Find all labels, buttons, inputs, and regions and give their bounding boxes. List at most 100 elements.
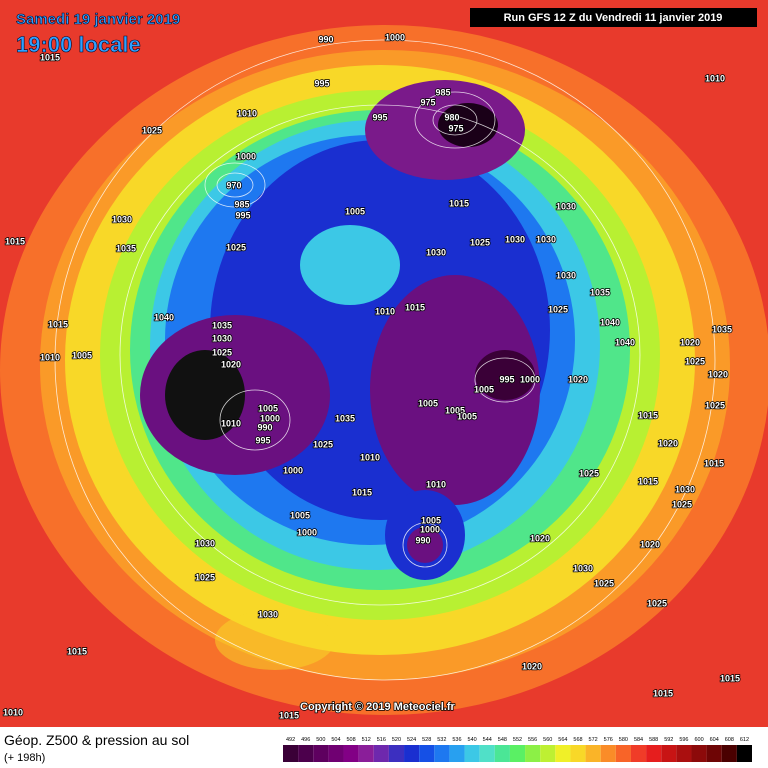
pressure-label: 1015 bbox=[40, 52, 60, 62]
pressure-label: 1000 bbox=[420, 524, 440, 534]
legend-level: 608 bbox=[725, 737, 734, 743]
pressure-label: 995 bbox=[255, 435, 270, 445]
legend-level: 540 bbox=[468, 737, 477, 743]
legend-level: 524 bbox=[407, 737, 416, 743]
pressure-label: 1020 bbox=[522, 661, 542, 671]
run-info: Run GFS 12 Z du Vendredi 11 janvier 2019 bbox=[504, 12, 723, 24]
pressure-label: 995 bbox=[372, 112, 387, 122]
legend-level: 500 bbox=[316, 737, 325, 743]
legend-swatch bbox=[358, 745, 374, 762]
pressure-label: 1005 bbox=[258, 403, 278, 413]
pressure-label: 1000 bbox=[520, 374, 540, 384]
pressure-label: 1015 bbox=[405, 302, 425, 312]
pressure-label: 1040 bbox=[615, 337, 635, 347]
copyright: Copyright © 2019 Meteociel.fr bbox=[300, 701, 456, 713]
legend-level: 516 bbox=[377, 737, 386, 743]
pressure-label: 970 bbox=[226, 180, 241, 190]
pressure-label: 1025 bbox=[195, 572, 215, 582]
map-background bbox=[0, 0, 768, 727]
legend-swatch bbox=[615, 745, 631, 762]
pressure-label: 1010 bbox=[40, 352, 60, 362]
pressure-label: 1030 bbox=[675, 484, 695, 494]
legend-swatch bbox=[706, 745, 722, 762]
pressure-label: 1010 bbox=[375, 306, 395, 316]
pressure-label: 1020 bbox=[221, 359, 241, 369]
run-box bbox=[470, 8, 757, 27]
pressure-label: 1005 bbox=[72, 350, 92, 360]
pressure-label: 1025 bbox=[705, 400, 725, 410]
legend-swatch bbox=[721, 745, 737, 762]
legend-swatch bbox=[388, 745, 405, 762]
pressure-label: 1030 bbox=[195, 538, 215, 548]
legend-swatch bbox=[555, 745, 571, 762]
pressure-label: 995 bbox=[235, 210, 250, 220]
pressure-label: 1025 bbox=[212, 347, 232, 357]
pressure-label: 1015 bbox=[638, 410, 658, 420]
legend-level: 580 bbox=[619, 737, 628, 743]
legend-level: 564 bbox=[558, 737, 567, 743]
legend-swatch bbox=[419, 745, 435, 762]
pressure-label: 1000 bbox=[260, 413, 280, 423]
legend-swatch bbox=[449, 745, 465, 762]
legend-swatch bbox=[585, 745, 601, 762]
legend-level: 552 bbox=[513, 737, 522, 743]
pressure-label: 1025 bbox=[672, 499, 692, 509]
legend-swatch bbox=[313, 745, 329, 762]
legend-level: 496 bbox=[301, 737, 310, 743]
pressure-label: 1025 bbox=[548, 304, 568, 314]
legend-swatch bbox=[509, 745, 526, 762]
legend-swatch bbox=[298, 745, 314, 762]
legend-level: 532 bbox=[437, 737, 446, 743]
pressure-label: 1025 bbox=[313, 439, 333, 449]
legend-level: 544 bbox=[483, 737, 492, 743]
legend-swatch bbox=[525, 745, 541, 762]
pressure-label: 1000 bbox=[297, 527, 317, 537]
legend-level: 604 bbox=[710, 737, 719, 743]
pressure-label: 1015 bbox=[5, 236, 25, 246]
pressure-label: 1005 bbox=[445, 405, 465, 415]
pressure-label: 1010 bbox=[221, 418, 241, 428]
legend-level: 600 bbox=[694, 737, 703, 743]
pressure-label: 990 bbox=[415, 535, 430, 545]
pressure-label: 1015 bbox=[704, 458, 724, 468]
pressure-label: 1030 bbox=[505, 234, 525, 244]
legend-swatch bbox=[283, 745, 299, 762]
pressure-label: 1015 bbox=[638, 476, 658, 486]
pressure-label: 1025 bbox=[594, 578, 614, 588]
pressure-label: 1010 bbox=[360, 452, 380, 462]
pressure-label: 1005 bbox=[418, 398, 438, 408]
pressure-label: 1025 bbox=[647, 598, 667, 608]
legend-swatch bbox=[540, 745, 556, 762]
pressure-label: 985 bbox=[435, 87, 450, 97]
pressure-label: 1020 bbox=[568, 374, 588, 384]
pressure-label: 1030 bbox=[426, 247, 446, 257]
pressure-label: 1035 bbox=[116, 243, 136, 253]
pressure-label: 995 bbox=[499, 374, 514, 384]
legend-swatch bbox=[570, 745, 586, 762]
pressure-label: 1030 bbox=[258, 609, 278, 619]
legend-subtitle: (+ 198h) bbox=[4, 752, 45, 764]
pressure-label: 1000 bbox=[283, 465, 303, 475]
forecast-date: Samedi 19 janvier 2019 bbox=[16, 11, 180, 28]
legend-level: 572 bbox=[589, 737, 598, 743]
pressure-label: 975 bbox=[448, 123, 463, 133]
legend-swatch bbox=[373, 745, 389, 762]
pressure-label: 990 bbox=[318, 34, 333, 44]
legend-title: Géop. Z500 & pression au sol bbox=[4, 732, 189, 748]
pressure-label: 975 bbox=[420, 97, 435, 107]
pressure-label: 1035 bbox=[712, 324, 732, 334]
pressure-label: 1015 bbox=[279, 710, 299, 720]
legend-swatch bbox=[343, 745, 359, 762]
pressure-label: 1015 bbox=[48, 319, 68, 329]
legend-swatch bbox=[630, 745, 647, 762]
legend-level: 592 bbox=[664, 737, 673, 743]
legend-swatch bbox=[661, 745, 677, 762]
pressure-label: 1040 bbox=[154, 312, 174, 322]
legend-level: 520 bbox=[392, 737, 401, 743]
pressure-label: 1030 bbox=[212, 333, 232, 343]
pressure-label: 1025 bbox=[685, 356, 705, 366]
pressure-label: 1020 bbox=[640, 539, 660, 549]
pressure-label: 1000 bbox=[236, 151, 256, 161]
pressure-label: 995 bbox=[314, 78, 329, 88]
